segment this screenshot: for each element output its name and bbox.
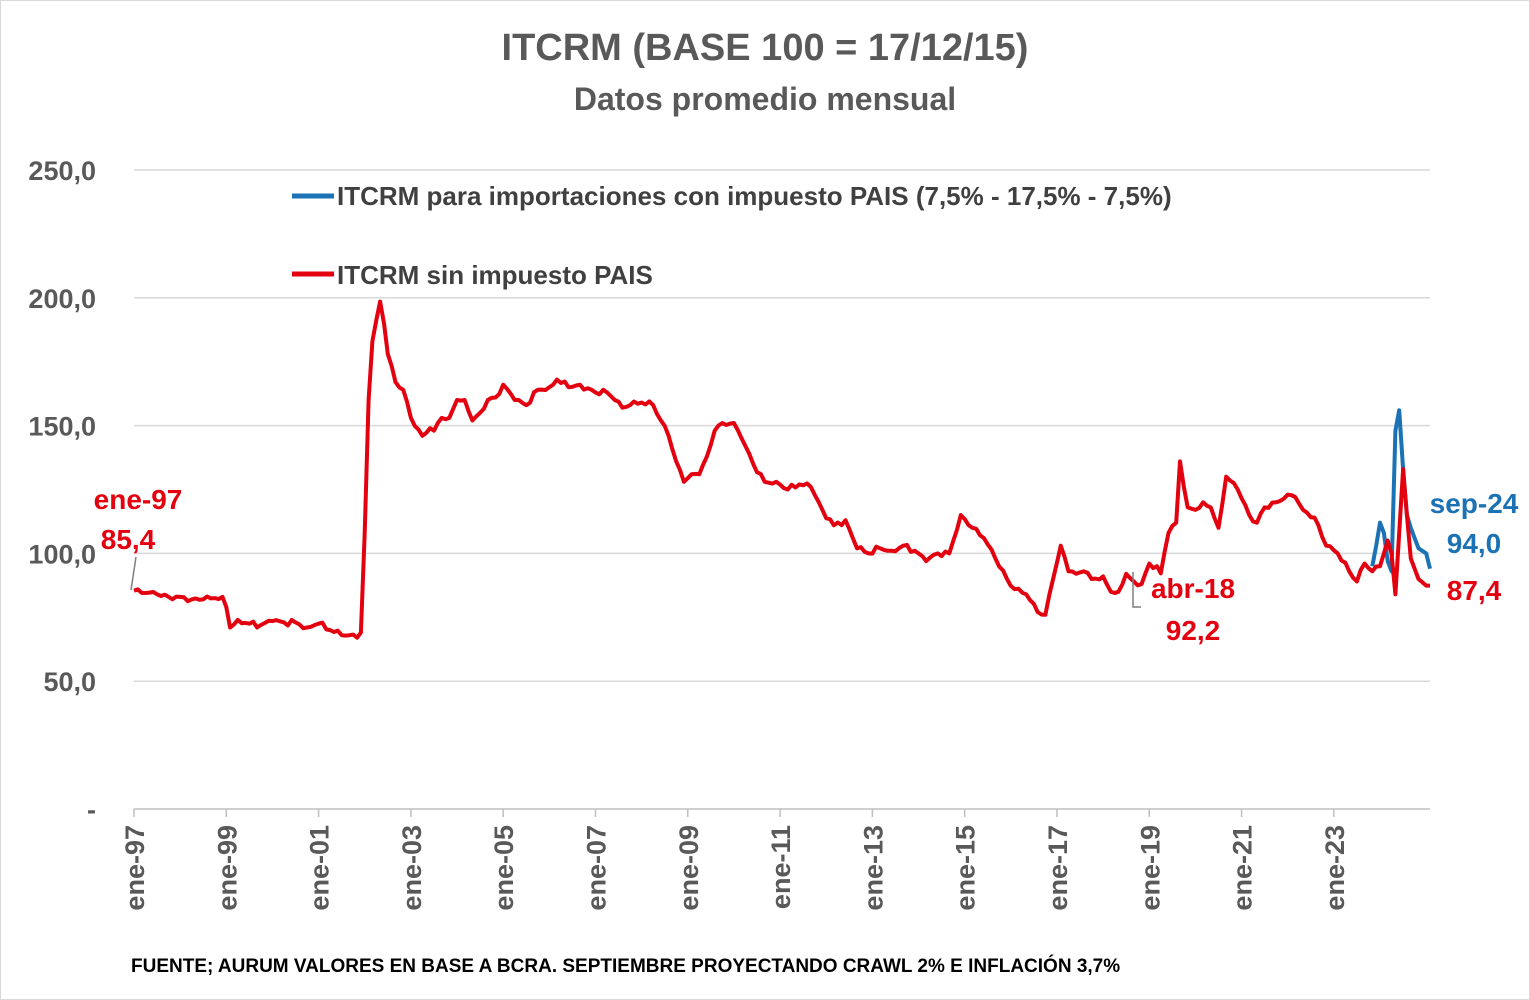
- x-tick-label: ene-97: [120, 825, 150, 911]
- annotation-abr18-label: abr-18: [1151, 573, 1235, 604]
- x-tick-label: ene-05: [489, 825, 519, 911]
- x-tick-label: ene-15: [951, 825, 981, 911]
- y-tick-label: -: [87, 795, 96, 825]
- y-tick-label: 150,0: [28, 412, 96, 442]
- y-tick-label: 50,0: [43, 667, 96, 697]
- annotation-abr18-value: 92,2: [1166, 615, 1221, 646]
- series-line-red: [133, 299, 1430, 640]
- series-line-blue: [1370, 408, 1432, 574]
- annotation-sep24-red-value: 87,4: [1447, 575, 1502, 606]
- legend: ITCRM para importaciones con impuesto PA…: [292, 181, 1172, 290]
- y-tick-label: 250,0: [28, 156, 96, 186]
- x-tick-label: ene-01: [305, 825, 335, 911]
- x-tick-label: ene-21: [1228, 825, 1258, 911]
- x-tick-label: ene-23: [1320, 825, 1350, 911]
- annotation-sep24-blue-value: 94,0: [1447, 528, 1502, 559]
- annotation-leader-ene97: [130, 556, 137, 591]
- y-tick-label: 100,0: [28, 539, 96, 569]
- annotation-ene97-label: ene-97: [94, 484, 183, 515]
- annotation-sep24-label: sep-24: [1430, 488, 1519, 519]
- chart-title: ITCRM (BASE 100 = 17/12/15): [502, 27, 1029, 69]
- chart-subtitle: Datos promedio mensual: [574, 81, 956, 117]
- legend-label-red: ITCRM sin impuesto PAIS: [337, 260, 653, 290]
- x-tick-label: ene-03: [397, 825, 427, 911]
- gridlines: [134, 169, 1430, 810]
- x-tick-label: ene-17: [1043, 825, 1073, 911]
- x-tick-label: ene-09: [674, 825, 704, 911]
- series-lines: [133, 299, 1432, 640]
- x-tick-label: ene-07: [581, 825, 611, 911]
- source-note: FUENTE; AURUM VALORES EN BASE A BCRA. SE…: [131, 955, 1120, 977]
- x-tick-label: ene-13: [858, 825, 888, 911]
- annotation-ene97-value: 85,4: [101, 524, 156, 555]
- y-axis-ticks: - 50,0 100,0 150,0 200,0 250,0: [28, 156, 96, 825]
- annotations: ene-97 85,4 abr-18 92,2 sep-24 94,0 87,4: [94, 484, 1519, 646]
- x-axis-ticks: ene-97 ene-99 ene-01 ene-03 ene-05 ene-07 ene-…: [120, 809, 1350, 911]
- annotation-leader-abr18: [1132, 572, 1141, 608]
- x-tick-label: ene-99: [212, 825, 242, 911]
- y-tick-label: 200,0: [28, 284, 96, 314]
- x-tick-label: ene-11: [766, 825, 796, 909]
- x-tick-label: ene-19: [1135, 825, 1165, 911]
- legend-label-blue: ITCRM para importaciones con impuesto PA…: [337, 181, 1172, 211]
